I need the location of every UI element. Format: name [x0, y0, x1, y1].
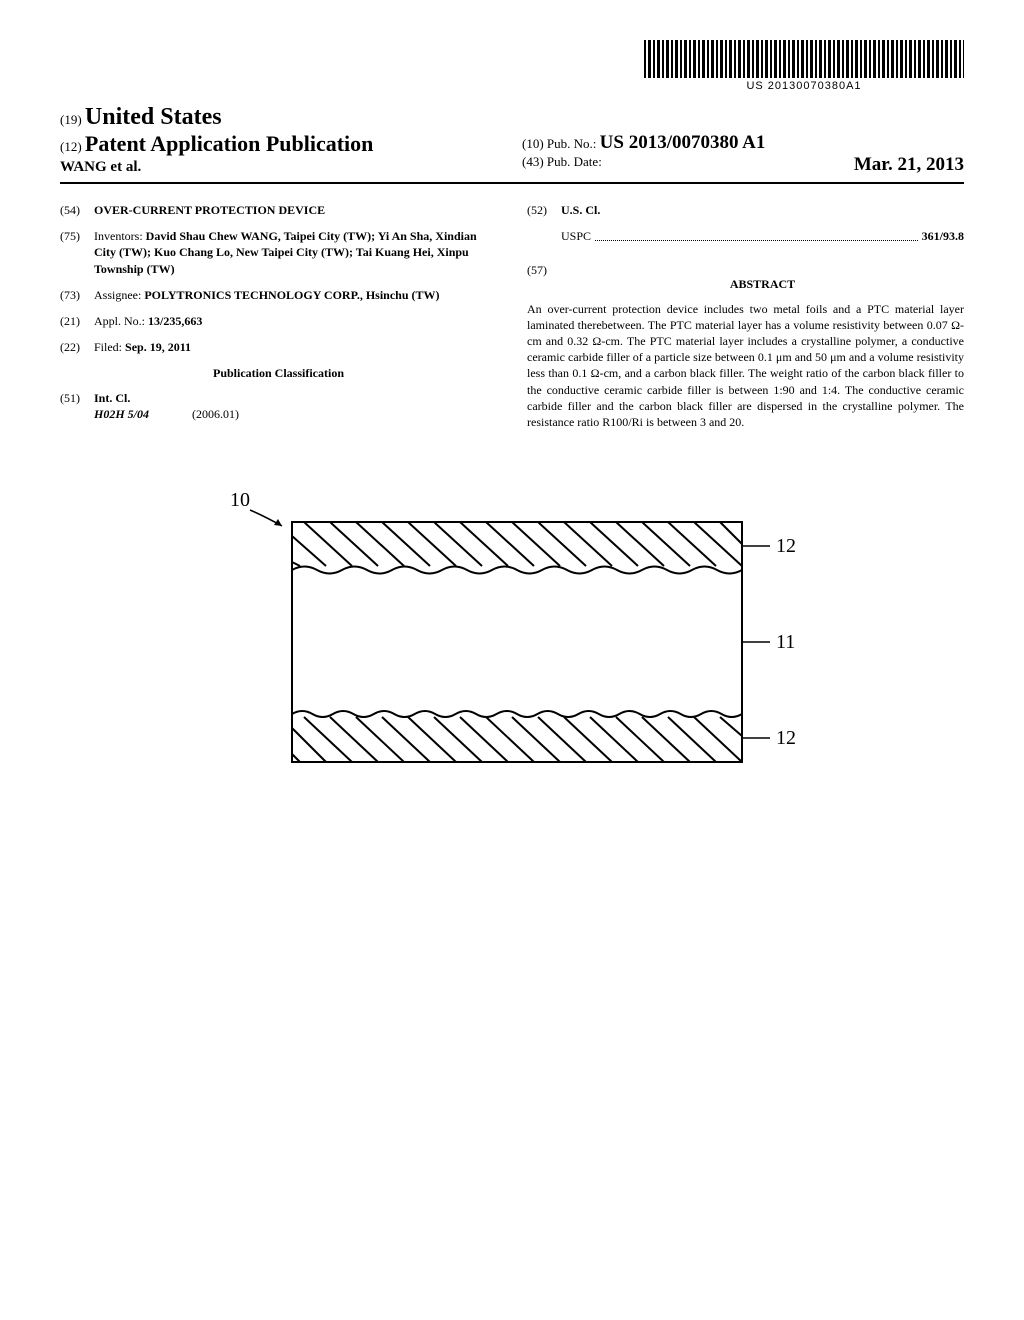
header-right: (10) Pub. No.: US 2013/0070380 A1 (43) P…	[502, 132, 964, 176]
appl-label: Appl. No.:	[94, 314, 145, 328]
figure-area: 12 11 12 10	[60, 492, 964, 787]
appl-row: (21) Appl. No.: 13/235,663	[60, 313, 497, 329]
body-columns: (54) OVER-CURRENT PROTECTION DEVICE (75)…	[60, 202, 964, 432]
pub-no-label: Pub. No.:	[547, 136, 596, 151]
patent-figure: 12 11 12 10	[202, 492, 822, 782]
appl-block: Appl. No.: 13/235,663	[94, 313, 497, 329]
uscl-label: U.S. Cl.	[561, 202, 964, 218]
intcl-label: Int. Cl.	[94, 391, 130, 405]
uspc-dots	[595, 228, 918, 241]
svg-text:12: 12	[776, 727, 796, 749]
assignee-block: Assignee: POLYTRONICS TECHNOLOGY CORP., …	[94, 287, 497, 303]
pub-no-line: (10) Pub. No.: US 2013/0070380 A1	[522, 132, 964, 154]
header-left: (19) United States (12) Patent Applicati…	[60, 104, 502, 176]
uspc-label: USPC	[561, 228, 591, 244]
pub-date-line: (43) Pub. Date: Mar. 21, 2013	[522, 154, 964, 170]
appl-code: (21)	[60, 313, 94, 329]
authors-line: WANG et al.	[60, 159, 502, 176]
uscl-row: (52) U.S. Cl.	[527, 202, 964, 218]
inventors-names: David Shau Chew WANG, Taipei City (TW); …	[94, 229, 477, 275]
filed-date: Sep. 19, 2011	[125, 340, 191, 354]
svg-text:12: 12	[776, 535, 796, 557]
title-code: (54)	[60, 202, 94, 218]
assignee-name: POLYTRONICS TECHNOLOGY CORP., Hsinchu (T…	[144, 288, 439, 302]
title-row: (54) OVER-CURRENT PROTECTION DEVICE	[60, 202, 497, 218]
barcode-block: US 20130070380A1	[60, 40, 964, 94]
assignee-row: (73) Assignee: POLYTRONICS TECHNOLOGY CO…	[60, 287, 497, 303]
barcode-text: US 20130070380A1	[644, 80, 964, 92]
svg-text:10: 10	[230, 492, 250, 511]
abstract-head-row: (57) ABSTRACT	[527, 262, 964, 300]
country-name: United States	[85, 104, 222, 130]
abstract-code: (57)	[527, 262, 561, 300]
inventors-label: Inventors:	[94, 229, 143, 243]
barcode-stripes	[644, 40, 964, 78]
uscl-label-text: U.S. Cl.	[561, 203, 600, 217]
intcl-block: Int. Cl. H02H 5/04 (2006.01)	[94, 390, 497, 422]
left-column: (54) OVER-CURRENT PROTECTION DEVICE (75)…	[60, 202, 497, 432]
barcode: US 20130070380A1	[644, 40, 964, 92]
filed-block: Filed: Sep. 19, 2011	[94, 339, 497, 355]
abstract-heading: ABSTRACT	[561, 276, 964, 292]
pub-date-code: (43)	[522, 154, 544, 169]
abstract-text: An over-current protection device includ…	[527, 301, 964, 431]
intcl-value: H02H 5/04	[94, 407, 149, 421]
pub-no: US 2013/0070380 A1	[600, 132, 766, 153]
filed-row: (22) Filed: Sep. 19, 2011	[60, 339, 497, 355]
intcl-row: (51) Int. Cl. H02H 5/04 (2006.01)	[60, 390, 497, 422]
header-row: (19) United States (12) Patent Applicati…	[60, 104, 964, 184]
pub-type: Patent Application Publication	[85, 131, 373, 156]
inventors-row: (75) Inventors: David Shau Chew WANG, Ta…	[60, 228, 497, 277]
uspc-row: USPC 361/93.8	[561, 228, 964, 244]
country-line: (19) United States	[60, 104, 502, 131]
uspc-value: 361/93.8	[922, 228, 964, 244]
intcl-code: (51)	[60, 390, 94, 422]
filed-code: (22)	[60, 339, 94, 355]
appl-no: 13/235,663	[148, 314, 202, 328]
pub-date-label: Pub. Date:	[547, 154, 602, 169]
right-column: (52) U.S. Cl. USPC 361/93.8 (57) ABSTRAC…	[527, 202, 964, 432]
filed-label: Filed:	[94, 340, 122, 354]
pub-type-code: (12)	[60, 139, 82, 154]
country-code: (19)	[60, 112, 82, 127]
uscl-code: (52)	[527, 202, 561, 218]
pub-class-heading: Publication Classification	[60, 365, 497, 381]
inventors-code: (75)	[60, 228, 94, 277]
inventors-block: Inventors: David Shau Chew WANG, Taipei …	[94, 228, 497, 277]
pub-no-code: (10)	[522, 136, 544, 151]
svg-text:11: 11	[776, 631, 795, 653]
assignee-code: (73)	[60, 287, 94, 303]
title-text: OVER-CURRENT PROTECTION DEVICE	[94, 202, 497, 218]
assignee-label: Assignee:	[94, 288, 141, 302]
intcl-year: (2006.01)	[192, 407, 239, 421]
pub-date: Mar. 21, 2013	[854, 154, 964, 176]
pub-type-line: (12) Patent Application Publication	[60, 131, 502, 157]
